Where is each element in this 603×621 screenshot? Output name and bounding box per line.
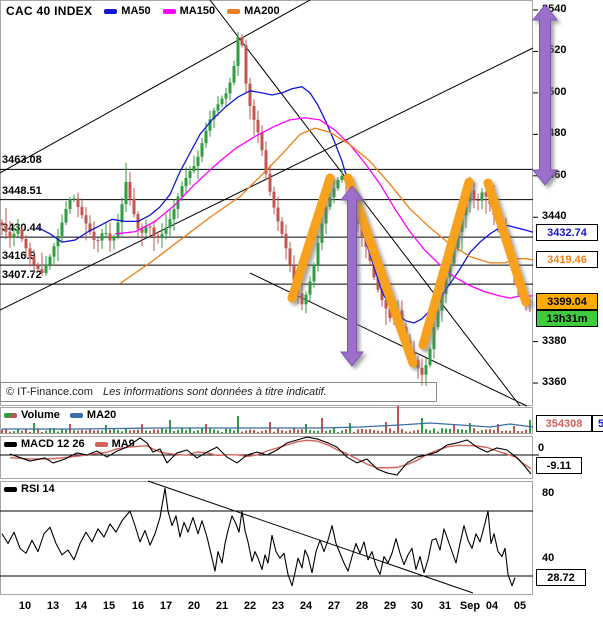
date-axis-label: 10 <box>18 600 32 612</box>
volume-swatch-icon <box>4 412 17 418</box>
disclaimer-text: Les informations sont données à titre in… <box>102 386 327 398</box>
volume-ma20-value-box: 5 <box>592 415 603 432</box>
price-axis-label: 3460 <box>542 168 567 181</box>
date-axis-label: 13 <box>46 600 60 612</box>
ma9-swatch-icon <box>94 441 108 447</box>
copyright-strip: © IT-Finance.com Les informations sont d… <box>0 382 437 402</box>
ma200-value: 3419.46 <box>547 253 587 266</box>
volume-legend: Volume MA20 <box>4 409 116 421</box>
volume-value-box: 354308 <box>536 415 592 432</box>
ma20-swatch-icon <box>69 412 83 418</box>
legend-item-ma9: MA9 <box>94 438 135 450</box>
legend-item-macd: MACD 12 26 <box>4 438 85 450</box>
ma150-swatch-icon <box>162 8 176 14</box>
date-axis-label: 27 <box>327 600 341 612</box>
session-time-value: 13h31m <box>546 312 588 325</box>
ma200-value-box: 3419.46 <box>536 251 598 268</box>
legend-label-macd: MACD 12 26 <box>21 438 85 450</box>
legend-item-ma150: MA150 <box>162 5 216 17</box>
date-axis-label: 23 <box>271 600 285 612</box>
price-level-label: 3448.51 <box>2 184 42 197</box>
date-axis-label: 15 <box>102 600 116 612</box>
date-axis-label: 24 <box>299 600 313 612</box>
legend-label-ma50: MA50 <box>121 5 151 17</box>
legend-item-ma50: MA50 <box>104 5 151 17</box>
date-axis-label: 30 <box>410 600 424 612</box>
date-axis-label: 17 <box>159 600 173 612</box>
price-panel <box>0 0 533 406</box>
legend-label-ma150: MA150 <box>179 5 216 17</box>
date-axis-label: 05 <box>513 600 527 612</box>
rsi-swatch-icon <box>4 486 17 492</box>
macd-zero-label: 0 <box>538 442 545 454</box>
date-axis-label: 20 <box>187 600 201 612</box>
legend-label-ma20: MA20 <box>86 409 117 421</box>
legend-label-volume: Volume <box>21 409 60 421</box>
date-axis-label: 29 <box>383 600 397 612</box>
date-axis-label: 16 <box>131 600 145 612</box>
legend-label-ma200: MA200 <box>244 5 280 17</box>
date-axis-label: 22 <box>243 600 257 612</box>
date-axis-label: 14 <box>74 600 88 612</box>
rsi-legend: RSI 14 <box>4 483 55 495</box>
rsi-value-box: 28.72 <box>536 569 586 586</box>
date-axis-label: 04 <box>485 600 499 612</box>
rsi-panel <box>0 481 533 595</box>
legend-label-rsi: RSI 14 <box>21 483 55 495</box>
date-axis-label: 21 <box>215 600 229 612</box>
legend-label-ma9: MA9 <box>111 438 135 450</box>
main-legend: CAC 40 INDEX MA50 MA150 MA200 <box>6 4 280 18</box>
price-axis-label: 3380 <box>542 334 567 347</box>
legend-item-volume: Volume <box>4 409 60 421</box>
rsi-80-label: 80 <box>542 486 555 499</box>
price-axis-label: 3520 <box>542 44 567 57</box>
price-level-label: 3407.72 <box>2 269 42 282</box>
ma50-value: 3432.74 <box>547 226 587 239</box>
last-price-box: 3399.04 <box>536 293 598 310</box>
price-level-label: 3430.44 <box>2 222 42 235</box>
price-axis-label: 3360 <box>542 376 567 389</box>
price-level-label: 3416.9 <box>2 250 36 263</box>
macd-value: -9.11 <box>546 459 572 472</box>
macd-legend: MACD 12 26 MA9 <box>4 438 135 450</box>
price-axis-label: 3480 <box>542 127 567 140</box>
rsi-40-label: 40 <box>542 551 555 564</box>
price-axis-label: 3540 <box>542 3 567 15</box>
date-axis-label: Sep <box>459 600 481 612</box>
ma200-swatch-icon <box>227 8 241 14</box>
last-price-value: 3399.04 <box>547 295 587 308</box>
macd-swatch-icon <box>4 441 17 447</box>
date-axis-label: 28 <box>355 600 369 612</box>
session-time-box: 13h31m <box>536 310 598 327</box>
legend-item-ma20: MA20 <box>69 409 117 421</box>
legend-item-ma200: MA200 <box>227 5 280 17</box>
volume-ma20-value: 5 <box>597 417 603 430</box>
price-axis-label: 3500 <box>542 85 567 98</box>
date-axis-label: 31 <box>438 600 452 612</box>
legend-item-rsi: RSI 14 <box>4 483 55 495</box>
copyright-text: © IT-Finance.com <box>6 386 93 398</box>
macd-value-box: -9.11 <box>536 457 582 474</box>
rsi-value: 28.72 <box>547 571 575 584</box>
ma50-swatch-icon <box>104 8 118 14</box>
chart-title: CAC 40 INDEX <box>6 4 93 18</box>
price-level-label: 3463.08 <box>2 154 42 167</box>
price-axis-label: 3440 <box>542 210 567 223</box>
volume-value: 354308 <box>545 417 583 430</box>
ma50-value-box: 3432.74 <box>536 224 598 241</box>
